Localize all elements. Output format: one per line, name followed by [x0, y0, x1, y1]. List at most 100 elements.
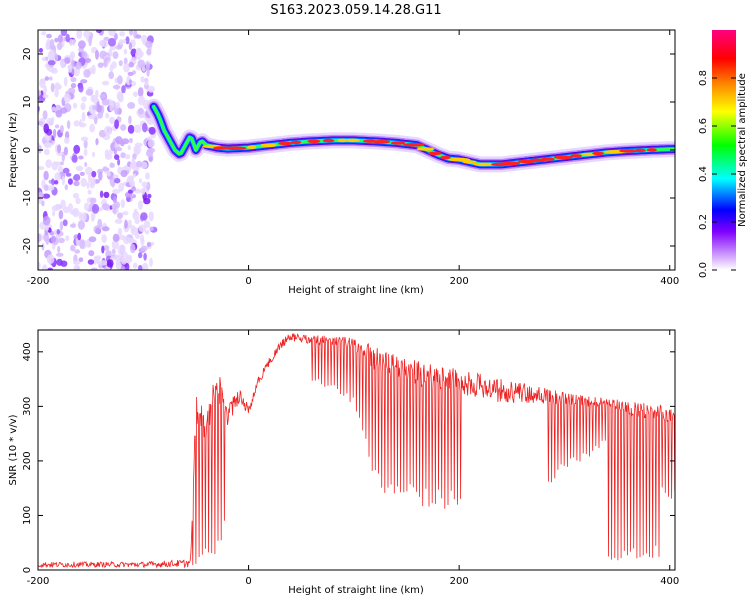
- ridge-peak: [462, 160, 477, 164]
- noise-blob: [71, 154, 78, 163]
- noise-blob: [145, 172, 150, 180]
- noise-blob: [108, 37, 116, 47]
- noise-blob: [135, 34, 142, 39]
- noise-blob: [44, 76, 50, 81]
- noise-blob: [119, 31, 125, 37]
- noise-blob: [140, 187, 146, 195]
- noise-blob: [109, 116, 116, 125]
- noise-blob: [131, 157, 136, 168]
- noise-blob: [41, 243, 45, 251]
- ridge-peak: [345, 138, 360, 143]
- noise-blob: [137, 87, 144, 97]
- noise-blob: [49, 76, 53, 81]
- noise-blob: [128, 79, 132, 84]
- noise-blob: [64, 137, 70, 144]
- noise-blob: [112, 174, 119, 179]
- noise-blob: [73, 120, 80, 127]
- noise-blob: [62, 167, 70, 174]
- snr-ylabel: SNR (10 * v/v): [8, 414, 19, 485]
- noise-blob: [133, 208, 138, 215]
- noise-blob: [73, 102, 78, 109]
- noise-blob: [121, 138, 130, 145]
- noise-blob: [114, 154, 120, 161]
- ridge-peak: [260, 143, 277, 148]
- noise-blob: [69, 38, 73, 46]
- snr-panel: -200 0 200 400 0 100 200 300 400 Height of strai…: [8, 329, 679, 596]
- noise-blob: [80, 177, 87, 187]
- noise-blob: [144, 229, 150, 235]
- noise-blob: [117, 158, 121, 166]
- noise-blob: [54, 82, 61, 91]
- noise-blob: [69, 223, 76, 228]
- noise-blob: [38, 48, 44, 53]
- noise-blob: [114, 218, 123, 224]
- noise-blob: [51, 178, 55, 186]
- noise-blob: [95, 227, 100, 234]
- noise-blob: [125, 36, 130, 45]
- snr-xlabel: Height of straight line (km): [288, 585, 424, 596]
- noise-blob: [148, 126, 156, 135]
- noise-blob: [54, 37, 59, 43]
- noise-blob: [127, 145, 131, 151]
- noise-blob: [101, 234, 107, 243]
- noise-blob: [109, 103, 114, 112]
- y-tick-label: -20: [22, 238, 33, 254]
- noise-blob: [128, 176, 134, 187]
- ridge-peak: [501, 161, 521, 166]
- noise-blob: [135, 47, 142, 55]
- noise-blob: [123, 57, 128, 65]
- noise-blob: [121, 85, 126, 94]
- noise-blob: [114, 177, 121, 184]
- colorbar-ticks: 0.0 0.2 0.4 0.6 0.8: [698, 70, 736, 278]
- noise-blob: [63, 146, 68, 156]
- noise-blob: [92, 105, 98, 111]
- noise-blob: [93, 116, 98, 125]
- noise-blob: [85, 166, 93, 176]
- noise-blob: [67, 178, 73, 185]
- noise-blob: [101, 245, 105, 254]
- noise-blob: [42, 110, 48, 120]
- noise-blob: [112, 233, 120, 242]
- noise-blob: [45, 56, 49, 61]
- noise-blob: [90, 212, 96, 221]
- noise-blob: [38, 117, 46, 127]
- noise-blob: [48, 67, 56, 73]
- noise-blob: [56, 42, 63, 51]
- noise-blob: [122, 236, 131, 245]
- ridge-peak: [278, 141, 293, 146]
- noise-blob: [57, 245, 61, 253]
- noise-blob: [125, 154, 131, 160]
- x-tick-label: 400: [660, 276, 679, 287]
- noise-blob: [39, 78, 47, 83]
- noise-blob: [148, 156, 153, 162]
- noise-blob: [140, 212, 148, 221]
- noise-blob: [117, 227, 123, 236]
- noise-blob: [56, 258, 63, 266]
- noise-blob: [43, 84, 47, 94]
- noise-blob: [142, 122, 148, 133]
- noise-blob: [42, 264, 48, 270]
- ridge-peak: [416, 147, 435, 151]
- noise-blob: [144, 78, 149, 87]
- noise-blob: [101, 99, 110, 106]
- noise-blob: [83, 148, 88, 157]
- noise-blob: [109, 162, 115, 168]
- y-tick-label: 10: [22, 96, 33, 109]
- noise-blob: [145, 40, 153, 49]
- noise-blob: [120, 199, 126, 209]
- snr-frame: [37, 329, 676, 571]
- noise-blob: [109, 176, 116, 187]
- colorbar: 0.0 0.2 0.4 0.6 0.8 Normalized spectral ampl…: [698, 30, 748, 278]
- noise-blob: [90, 197, 97, 204]
- noise-blob: [90, 94, 95, 103]
- colorbar-scale: [712, 30, 736, 270]
- ridge-peak: [553, 155, 573, 160]
- noise-blob: [149, 257, 153, 267]
- noise-blob: [89, 123, 95, 133]
- noise-blob: [38, 166, 45, 171]
- noise-blob: [112, 207, 117, 214]
- noise-blob: [78, 257, 84, 263]
- noise-blob: [148, 211, 154, 222]
- noise-blob: [73, 180, 80, 187]
